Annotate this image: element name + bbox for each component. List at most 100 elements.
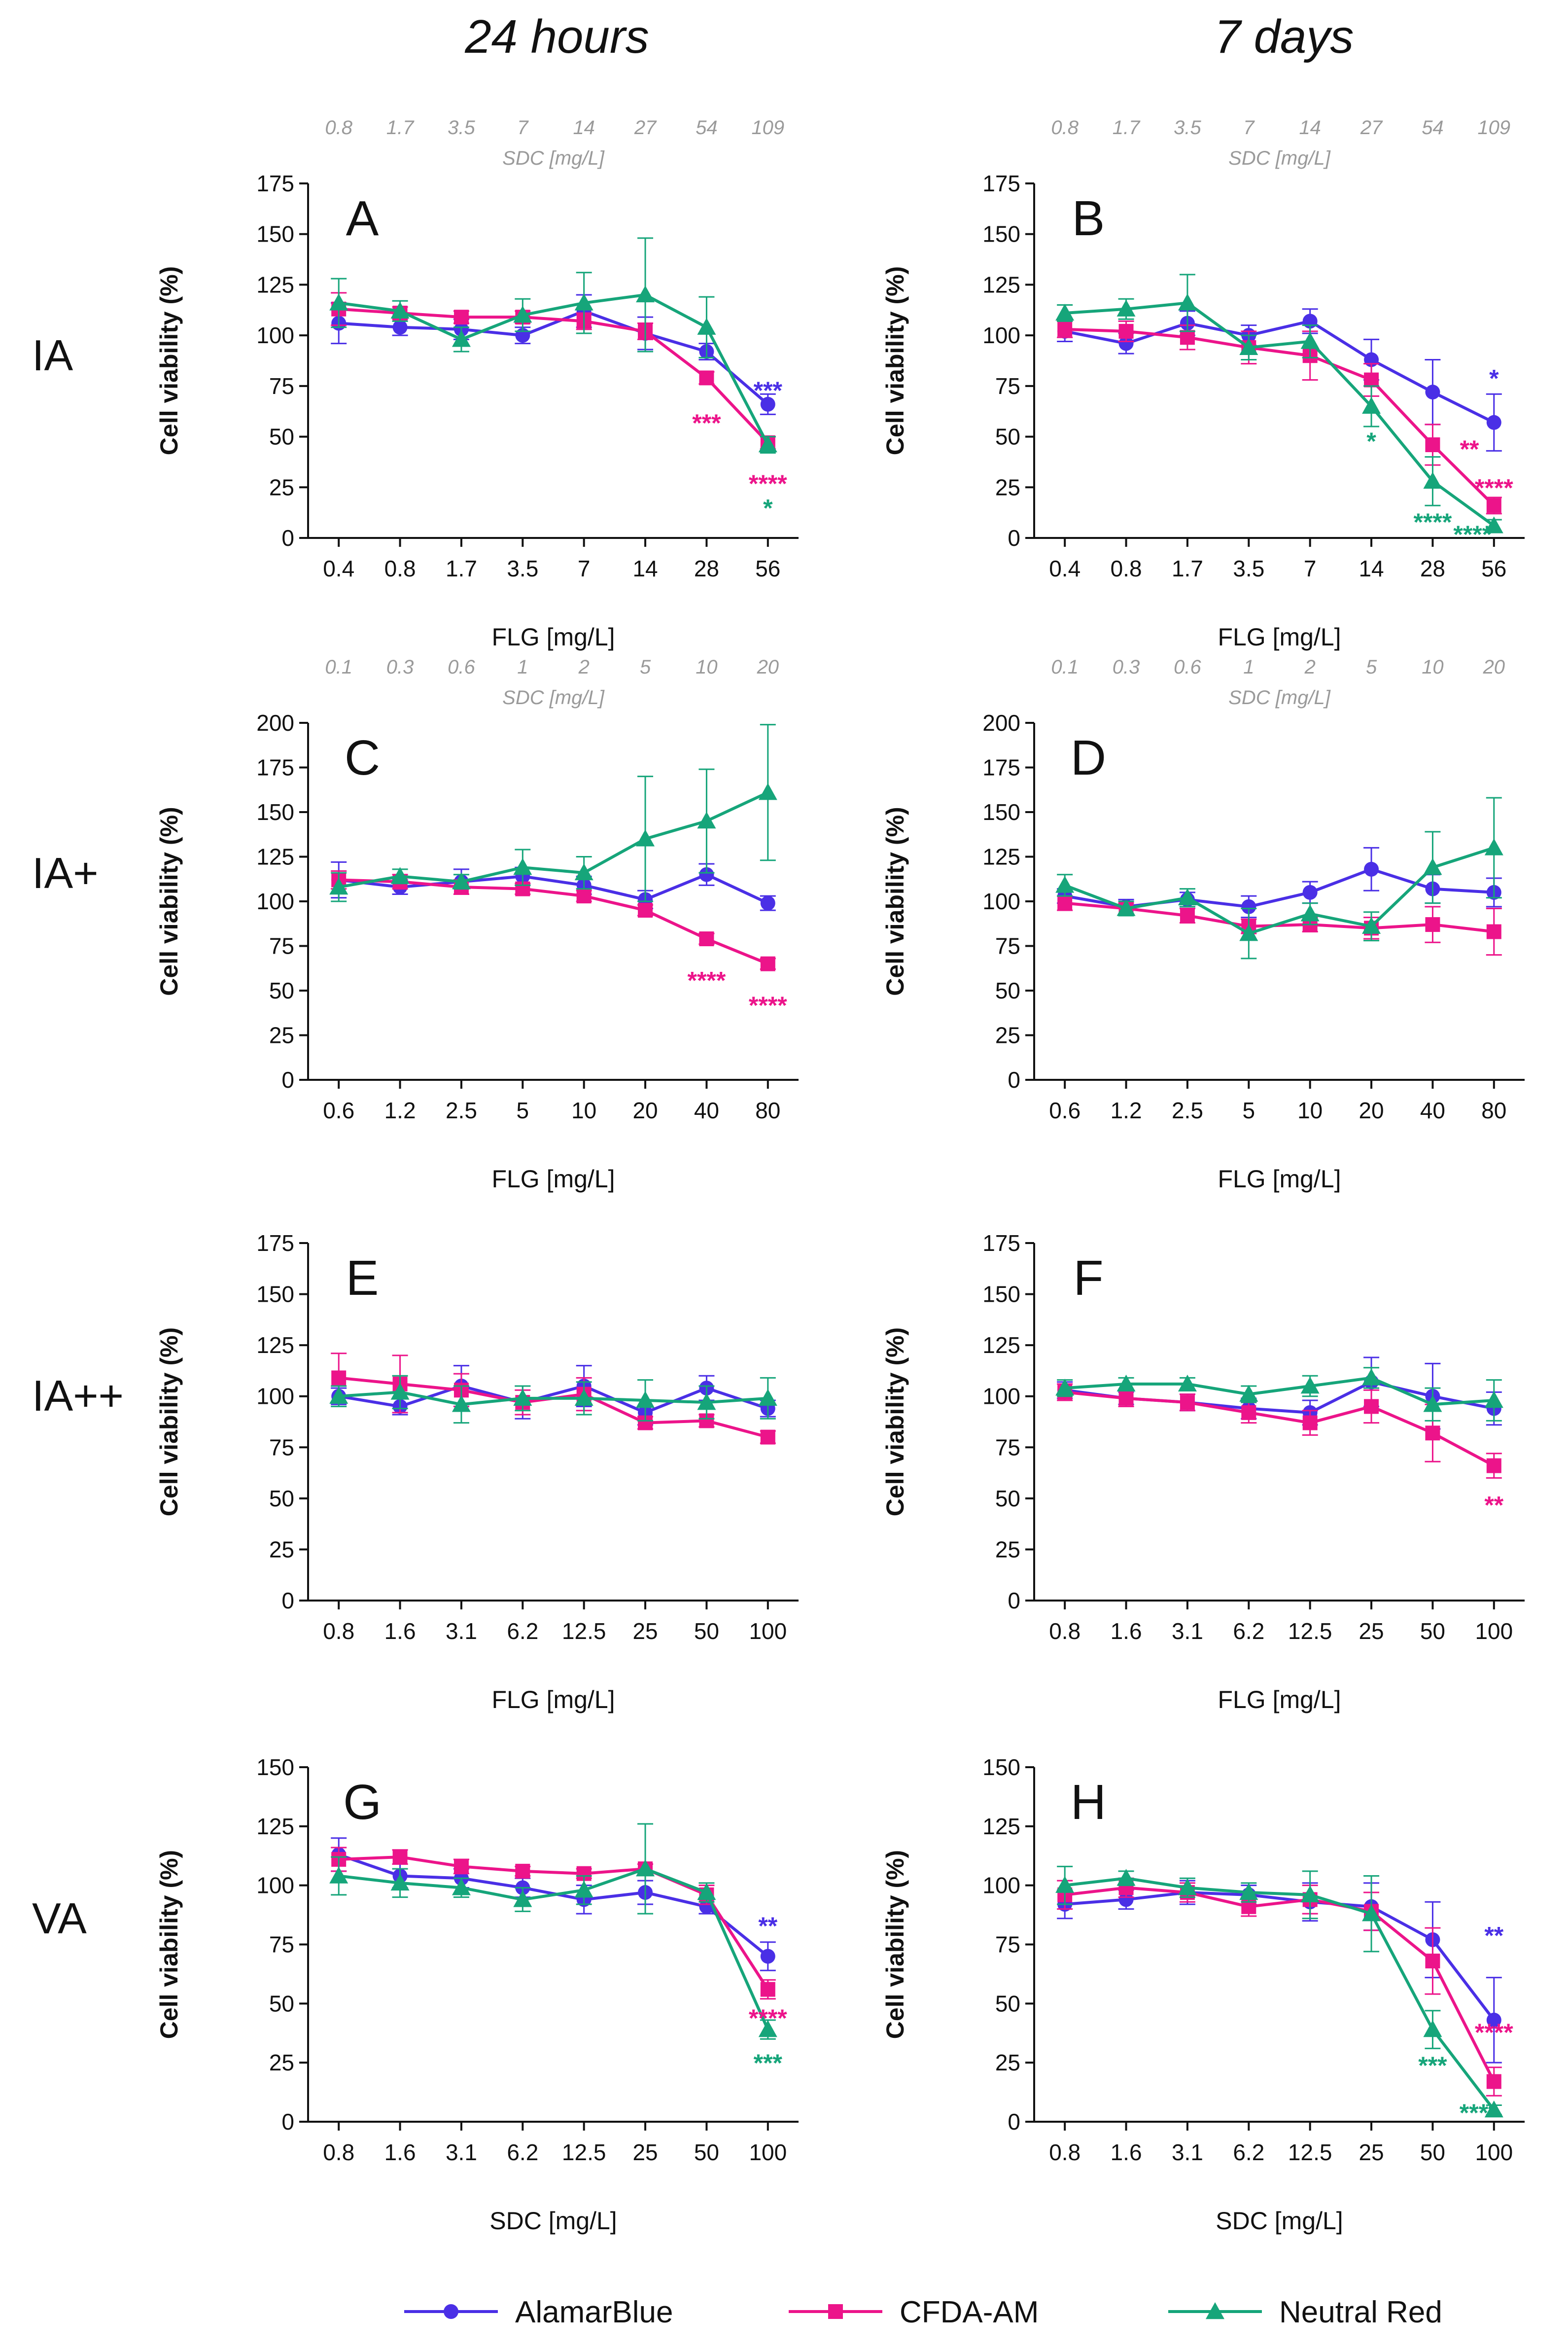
data-point — [1239, 1883, 1258, 1900]
y-tick-label: 0 — [281, 1588, 294, 1613]
y-tick-label: 75 — [269, 933, 294, 959]
secondary-tick-label: 109 — [1477, 117, 1510, 139]
y-axis-title: Cell viability (%) — [155, 1327, 183, 1516]
data-point — [1239, 1385, 1258, 1402]
x-axis-title: FLG [mg/L] — [1218, 1686, 1341, 1713]
data-point — [1423, 471, 1442, 489]
x-tick-label: 14 — [1359, 556, 1384, 581]
data-point — [1118, 1390, 1134, 1406]
series-line — [338, 873, 769, 905]
secondary-tick-label: 0.6 — [448, 656, 475, 678]
y-tick-label: 125 — [256, 1814, 294, 1839]
y-tick-label: 200 — [982, 710, 1020, 736]
x-tick-label: 3.1 — [446, 1618, 477, 1644]
data-point — [515, 1863, 530, 1879]
data-point — [574, 1881, 593, 1898]
data-point — [1486, 2074, 1501, 2089]
x-axis-title: SDC [mg/L] — [1216, 2207, 1343, 2235]
y-tick-label: 125 — [256, 844, 294, 870]
x-tick-label: 56 — [755, 556, 780, 581]
y-tick-label: 200 — [256, 710, 294, 736]
data-point — [1116, 1869, 1136, 1886]
y-axis-title: Cell viability (%) — [881, 1850, 909, 2039]
x-axis-title: SDC [mg/L] — [489, 2207, 617, 2235]
data-point — [1116, 299, 1136, 317]
y-axis-title: Cell viability (%) — [881, 266, 909, 455]
secondary-tick-label: 7 — [517, 117, 529, 139]
data-point — [329, 1866, 348, 1884]
y-tick-label: 175 — [982, 1230, 1020, 1256]
y-axis-title: Cell viability (%) — [881, 1327, 909, 1516]
data-point — [1486, 924, 1501, 939]
data-point — [1362, 1904, 1381, 1922]
data-point — [1241, 899, 1256, 914]
significance-label: **** — [688, 966, 726, 994]
data-point — [636, 829, 655, 847]
legend-label: AlamarBlue — [515, 2295, 673, 2329]
x-tick-label: 1.2 — [384, 1098, 416, 1123]
x-tick-label: 0.6 — [1049, 1098, 1080, 1123]
data-point — [1423, 858, 1442, 875]
series-line — [338, 307, 769, 444]
data-point — [699, 931, 714, 947]
data-point — [760, 396, 775, 412]
significance-label: ** — [758, 1912, 777, 1940]
y-tick-label: 175 — [982, 755, 1020, 781]
secondary-tick-label: 54 — [696, 117, 718, 139]
x-tick-label: 100 — [1475, 1618, 1513, 1644]
secondary-tick-label: 10 — [1422, 656, 1444, 678]
data-point — [758, 2020, 777, 2037]
y-tick-label: 0 — [281, 1067, 294, 1093]
data-point — [574, 863, 593, 881]
x-tick-label: 14 — [632, 556, 658, 581]
y-tick-label: 50 — [995, 978, 1020, 1003]
y-tick-label: 125 — [982, 272, 1020, 297]
significance-label: **** — [1453, 521, 1492, 548]
data-point — [1300, 1377, 1320, 1394]
secondary-tick-label: 27 — [1360, 117, 1383, 139]
data-point — [760, 956, 775, 971]
y-tick-label: 0 — [1008, 2109, 1020, 2135]
y-tick-label: 50 — [269, 1486, 294, 1511]
data-point — [392, 1850, 408, 1865]
secondary-tick-label: 14 — [1299, 117, 1321, 139]
y-tick-label: 175 — [256, 171, 294, 196]
secondary-tick-label: 54 — [1422, 117, 1444, 139]
data-point — [1364, 372, 1379, 388]
y-tick-label: 75 — [269, 1434, 294, 1460]
legend-marker — [828, 2304, 843, 2319]
significance-label: **** — [1460, 2099, 1498, 2127]
data-point — [1055, 876, 1075, 893]
data-point — [1364, 1399, 1379, 1414]
y-tick-label: 25 — [269, 1023, 294, 1048]
significance-label: *** — [754, 377, 783, 404]
data-point — [1180, 1395, 1195, 1410]
y-tick-label: 150 — [982, 1282, 1020, 1307]
data-point — [1178, 888, 1197, 905]
x-tick-label: 50 — [694, 2139, 719, 2165]
series-line — [338, 293, 769, 446]
data-point — [1116, 1374, 1136, 1392]
x-tick-label: 7 — [1304, 556, 1317, 581]
data-point — [636, 285, 655, 303]
secondary-tick-label: 27 — [634, 117, 657, 139]
data-point — [1484, 516, 1503, 534]
y-tick-label: 75 — [995, 933, 1020, 959]
x-tick-label: 3.1 — [1172, 1618, 1203, 1644]
x-tick-label: 50 — [1420, 2139, 1445, 2165]
legend-marker — [444, 2304, 458, 2319]
x-tick-label: 3.5 — [1233, 556, 1264, 581]
x-tick-label: 28 — [694, 556, 719, 581]
legend: AlamarBlue CFDA-AM Neutral Red — [404, 2295, 1442, 2329]
x-tick-label: 3.5 — [507, 556, 538, 581]
y-tick-label: 75 — [995, 373, 1020, 399]
x-tick-label: 80 — [1481, 1098, 1506, 1123]
series-line — [338, 1867, 769, 2030]
series-cfda-am — [1057, 1383, 1502, 1479]
y-tick-label: 50 — [269, 1991, 294, 2016]
secondary-tick-label: 1.7 — [386, 117, 415, 139]
panel-a: 0 25 50 75 100 125 150 175 0.4 0.8 1.7 3.5 7 14 28 56 0.… — [155, 117, 799, 651]
secondary-tick-label: 1 — [517, 656, 528, 678]
series-line — [1064, 320, 1495, 424]
